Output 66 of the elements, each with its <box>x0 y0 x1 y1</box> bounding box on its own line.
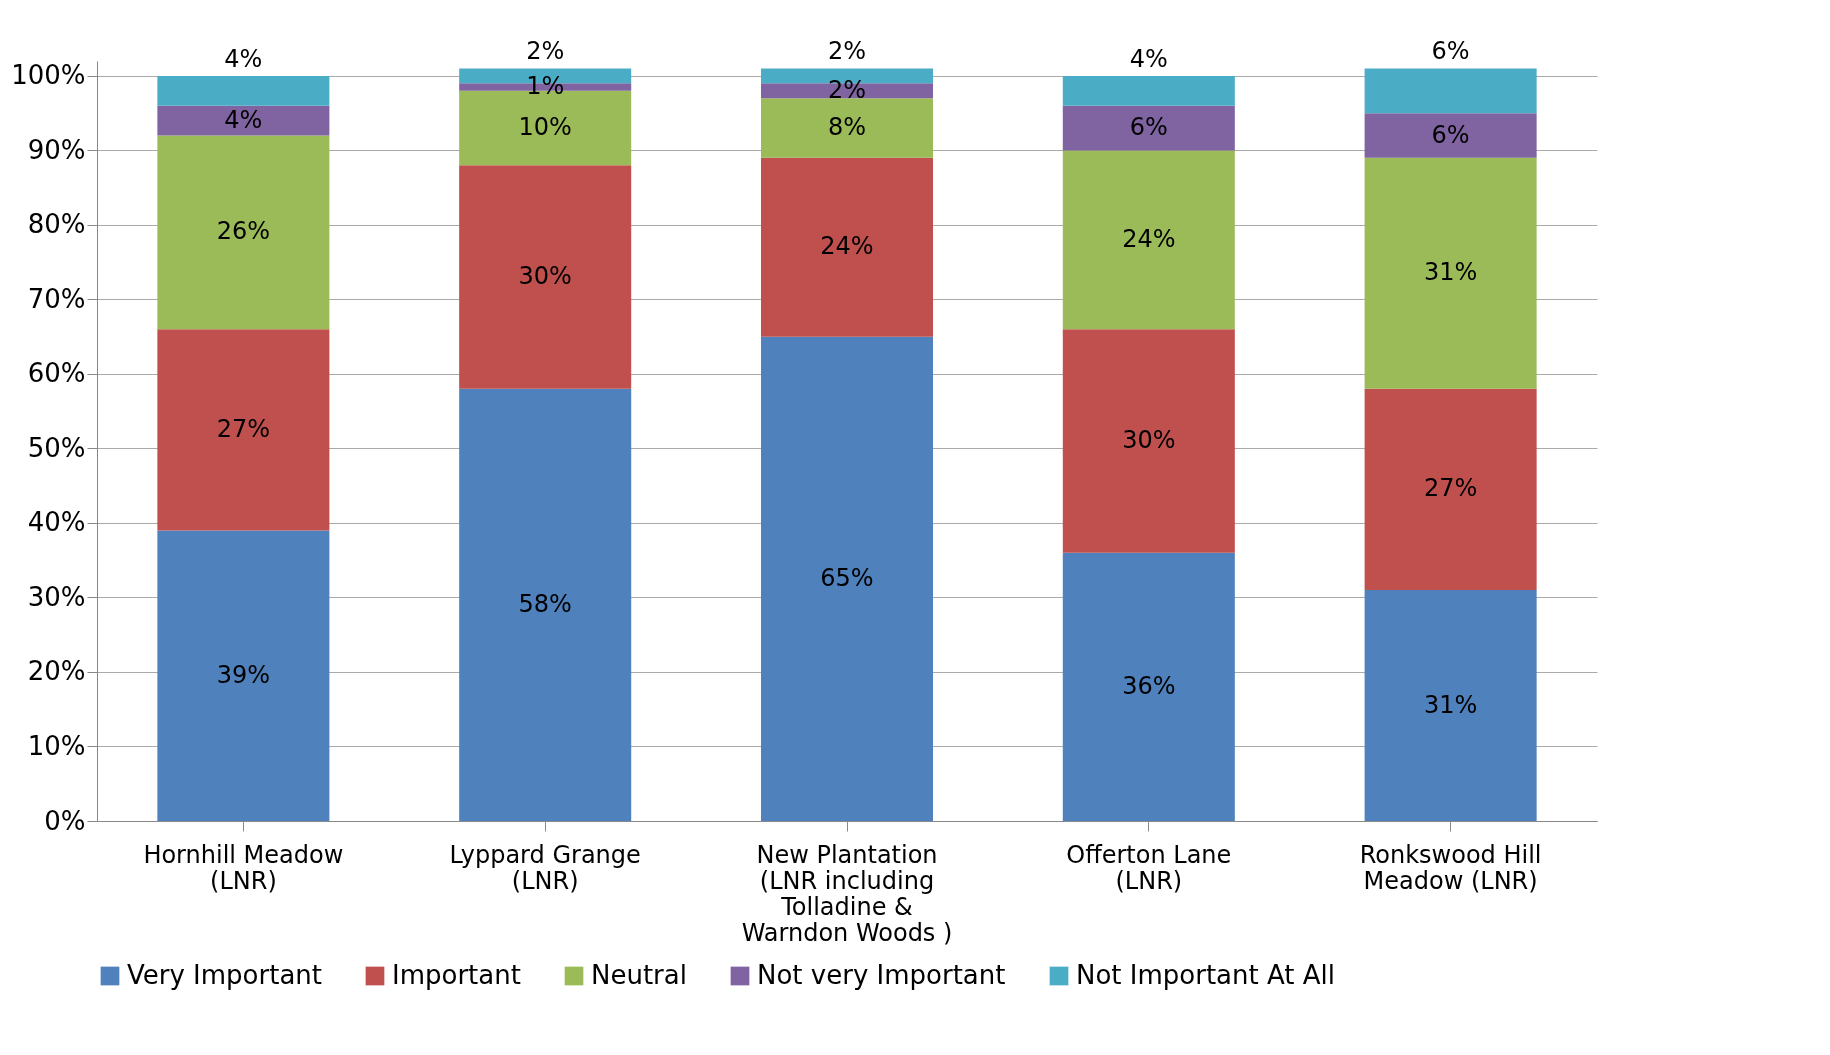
data-label: 30% <box>518 262 572 291</box>
data-label: 31% <box>1423 690 1478 719</box>
data-label: 27% <box>216 414 271 443</box>
bar <box>1062 329 1235 553</box>
bar <box>1364 388 1537 591</box>
legend-label: Not Important At All <box>1076 960 1335 990</box>
data-label: 6% <box>1129 113 1168 142</box>
data-label: 30% <box>1122 426 1176 454</box>
y-tick-label: 10% <box>27 730 86 761</box>
legend-label: Not very Important <box>757 960 1006 990</box>
bar <box>1364 113 1537 158</box>
y-tick-label: 80% <box>27 209 86 240</box>
data-label: 26% <box>216 217 271 246</box>
data-label: 39% <box>216 660 271 689</box>
bar <box>1062 552 1235 821</box>
x-tick-label: New Plantation (LNR including Tolladine & Warndon Woods ) <box>741 840 953 947</box>
data-label: 36% <box>1122 671 1176 700</box>
data-label: 4% <box>1129 44 1168 73</box>
y-tick-label: 100% <box>11 60 86 91</box>
bar <box>157 75 330 106</box>
data-label: 31% <box>1423 258 1478 287</box>
bar <box>1062 105 1235 151</box>
bar <box>157 329 330 531</box>
data-label: 4% <box>224 44 263 73</box>
x-tick-label: Ronkswood Hill Meadow (LNR) <box>1359 840 1542 895</box>
bar <box>1062 150 1235 330</box>
data-label: 2% <box>526 37 565 66</box>
data-label: 1% <box>526 72 565 101</box>
legend-label: Important <box>392 960 521 990</box>
bar <box>760 98 934 158</box>
bar <box>459 165 632 389</box>
data-label: 4% <box>224 105 263 134</box>
y-tick-label: 60% <box>27 358 86 389</box>
data-label: 65% <box>820 563 874 592</box>
bar <box>157 530 330 821</box>
data-label: 8% <box>827 113 867 142</box>
x-tick-label: Lyppard Grange (LNR) <box>449 840 641 895</box>
bar <box>1364 157 1537 389</box>
data-label: 10% <box>518 113 572 142</box>
data-label: 6% <box>1431 120 1470 149</box>
legend-label: Very Important <box>127 960 322 990</box>
bar <box>760 336 934 821</box>
bar <box>157 105 330 136</box>
data-label: 24% <box>1122 224 1176 253</box>
x-tick-label: Hornhill Meadow (LNR) <box>143 840 344 895</box>
y-tick-label: 70% <box>27 283 86 314</box>
data-label: 24% <box>820 232 874 261</box>
y-tick-label: 20% <box>27 656 86 687</box>
legend-label: Neutral <box>591 960 687 990</box>
y-tick-label: 90% <box>27 134 86 165</box>
x-tick-label: Offerton Lane (LNR) <box>1066 840 1232 895</box>
data-label: 58% <box>518 589 572 618</box>
data-label: 27% <box>1423 474 1478 503</box>
y-tick-label: 0% <box>44 805 86 836</box>
bar <box>459 388 632 821</box>
bar <box>760 157 934 337</box>
bar <box>1364 68 1537 114</box>
data-label: 2% <box>827 75 867 104</box>
data-label: 2% <box>827 37 867 66</box>
y-tick-label: 40% <box>27 507 86 538</box>
bar <box>157 135 330 330</box>
y-tick-label: 50% <box>27 432 86 463</box>
y-tick-label: 30% <box>27 581 86 612</box>
bar <box>1364 590 1537 821</box>
bar <box>1062 75 1235 106</box>
data-label: 6% <box>1431 37 1470 66</box>
